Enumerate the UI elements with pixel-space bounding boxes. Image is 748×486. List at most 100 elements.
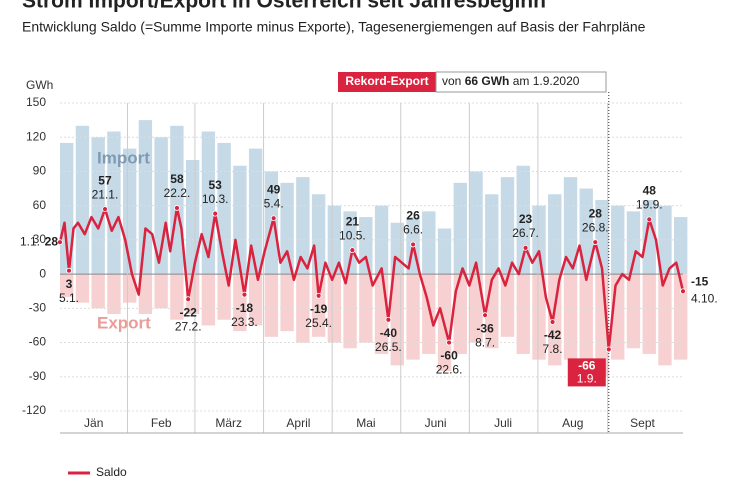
x-tick-label: Sept xyxy=(630,416,655,430)
annotation-date: 5.4. xyxy=(264,196,284,210)
saldo-line xyxy=(58,206,685,351)
annotation-dot xyxy=(385,316,392,323)
y-tick-label: 120 xyxy=(26,129,46,143)
background-bar xyxy=(642,199,656,275)
y-tick-label: 60 xyxy=(33,198,47,212)
annotation-date: 5.1. xyxy=(59,291,79,305)
background-bar xyxy=(626,211,641,275)
annotation-date: 1.9. xyxy=(577,372,597,386)
annotation-value: -22 xyxy=(180,305,198,319)
annotation-dot xyxy=(482,312,488,319)
background-bar xyxy=(60,274,74,297)
annotation-date: 7.8. xyxy=(543,342,563,356)
annotation-value: 23 xyxy=(519,212,533,226)
annotation-dot xyxy=(592,239,599,246)
annotation-dot xyxy=(410,241,417,248)
annotation-dot xyxy=(349,247,356,254)
background-bar xyxy=(264,274,279,337)
x-tick-label: Jän xyxy=(84,416,103,430)
background-bar xyxy=(60,142,74,275)
annotation-date: 26.7. xyxy=(512,226,539,240)
annotation-dot xyxy=(549,319,556,325)
annotation-date: 10.3. xyxy=(202,192,229,206)
legend-label: Saldo xyxy=(96,465,127,479)
annotation-dot xyxy=(57,239,63,246)
annotation-dot xyxy=(241,291,248,298)
callout-title-box xyxy=(338,72,436,92)
annotation-date: 4.10. xyxy=(691,291,718,305)
background-bar xyxy=(107,131,121,275)
annotation-dot xyxy=(605,346,612,353)
background-bar xyxy=(327,205,342,275)
annotation-value: 3 xyxy=(66,277,73,291)
background-bar xyxy=(138,274,153,315)
y-tick-label: -90 xyxy=(29,369,47,383)
background-bar xyxy=(296,177,310,275)
chart-subtitle: Entwicklung Saldo (=Summe Importe minus … xyxy=(22,19,646,35)
annotation-date: 23.3. xyxy=(231,315,258,329)
y-tick-label: -120 xyxy=(22,403,46,417)
annotation-value: -40 xyxy=(380,326,398,340)
background-bar xyxy=(674,274,688,360)
background-bar xyxy=(201,274,216,326)
export-label: Export xyxy=(97,313,151,332)
background-bar xyxy=(185,274,200,315)
background-bar xyxy=(248,274,263,326)
annotation-value: -36 xyxy=(476,321,494,335)
background-bar xyxy=(500,274,515,337)
x-tick-label: Juni xyxy=(425,416,447,430)
annotation-value: 21 xyxy=(346,214,360,228)
background-bar xyxy=(327,274,342,343)
background-bar xyxy=(579,188,593,275)
x-tick-label: März xyxy=(215,416,242,430)
background-bar xyxy=(548,274,562,366)
background-bar xyxy=(390,222,404,275)
background-bar xyxy=(107,274,121,315)
annotation-dot xyxy=(646,216,653,223)
background-bar xyxy=(658,274,672,366)
background-bar xyxy=(296,274,310,343)
annotation-date: 22.2. xyxy=(164,186,191,200)
import-label: Import xyxy=(97,148,150,167)
x-tick-label: Aug xyxy=(562,416,583,430)
annotation-value: 53 xyxy=(209,178,223,192)
annotation-dot xyxy=(212,210,219,217)
background-bar xyxy=(642,274,656,354)
annotation-value: -60 xyxy=(440,349,458,363)
annotation-date: 27.2. xyxy=(175,319,202,333)
annotation-dot xyxy=(522,244,529,251)
annotation-value: -19 xyxy=(310,302,328,316)
background-bar xyxy=(248,148,263,275)
y-axis-label: GWh xyxy=(26,78,53,92)
y-tick-label: 150 xyxy=(26,95,46,109)
background-bar xyxy=(532,274,546,360)
callout-part: am 1.9.2020 xyxy=(513,74,580,88)
annotation-value: 49 xyxy=(267,182,281,196)
annotation-value: -66 xyxy=(578,359,596,373)
background-bar xyxy=(280,274,294,332)
y-tick-label: -30 xyxy=(29,301,47,315)
background-bar xyxy=(359,217,373,275)
background-bar xyxy=(138,120,153,275)
annotation-date: 22.6. xyxy=(436,363,463,377)
annotation-date: 6.6. xyxy=(403,223,423,237)
y-tick-label: 0 xyxy=(39,266,46,280)
background-bar xyxy=(233,165,247,275)
background-bar xyxy=(185,160,200,275)
annotation-dot xyxy=(66,267,72,274)
callout-part: von xyxy=(442,74,461,88)
annotation-dot xyxy=(315,292,322,299)
annotation-date: 19.9. xyxy=(636,198,663,212)
annotation-value: 26 xyxy=(406,209,420,223)
annotation-dot xyxy=(680,288,686,295)
background-bar xyxy=(626,274,641,349)
background-bar xyxy=(280,182,294,275)
callout-box xyxy=(435,71,607,93)
annotation-dot xyxy=(446,339,452,346)
x-tick-label: Juli xyxy=(494,416,512,430)
background-bar xyxy=(311,274,326,337)
x-tick-label: April xyxy=(286,416,310,430)
background-bar xyxy=(674,217,688,275)
annotation-date: 1.1. xyxy=(20,234,40,248)
